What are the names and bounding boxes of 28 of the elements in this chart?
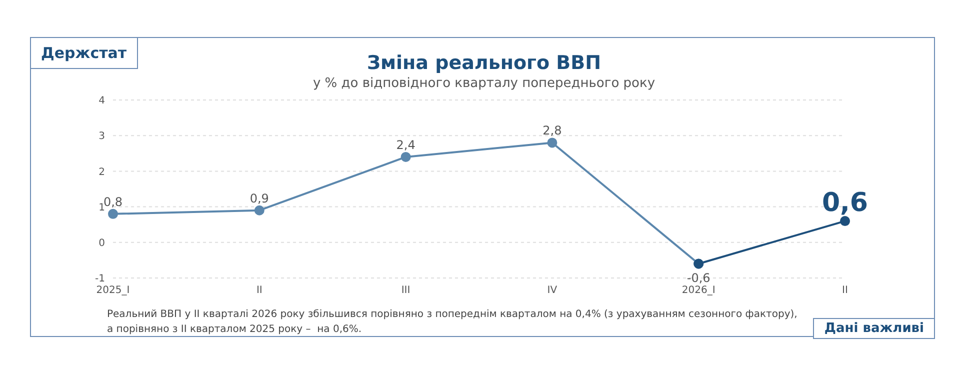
point — [547, 138, 558, 148]
data-label: 0,6 — [822, 188, 868, 218]
y-tick-label: 4 — [98, 96, 105, 107]
data-label: 2,4 — [396, 138, 416, 152]
x-tick-label: IV — [547, 285, 558, 296]
data-label: -0,6 — [686, 270, 710, 285]
y-tick-label: 1 — [98, 202, 105, 214]
text: Дані важливі — [813, 318, 935, 339]
text: Реальний ВВП у II кварталі 2026 року збільшився порівняно з попереднім кварталом на 0,4% (з урахуванням сезонного фактору), а порівняно з II кварталом 2025 року – на 0,6%. — [107, 308, 798, 337]
y-tick-label: -1 — [95, 274, 105, 285]
point — [400, 152, 411, 162]
x-tick-label: II — [842, 285, 848, 296]
x-tick-label: III — [401, 285, 410, 296]
y-tick-label: 0 — [98, 238, 105, 249]
data-label: 2,8 — [542, 124, 562, 138]
point — [840, 216, 850, 226]
x-tick-label: 2025_I — [96, 285, 130, 296]
y-tick-label: 2 — [98, 166, 105, 178]
y-tick-label: 3 — [98, 131, 105, 142]
text: Держстат — [30, 37, 138, 69]
point — [254, 205, 264, 216]
data-label: 0,9 — [250, 191, 269, 206]
chart-title: Зміна реального ВВП — [367, 52, 601, 74]
x-tick-label: II — [256, 285, 262, 296]
x-tick-label: 2026_I — [682, 285, 716, 296]
data-label: 0,8 — [103, 194, 123, 209]
chart-subtitle: у % до відповідного кварталу попереднього року — [312, 76, 656, 91]
point — [108, 208, 118, 219]
